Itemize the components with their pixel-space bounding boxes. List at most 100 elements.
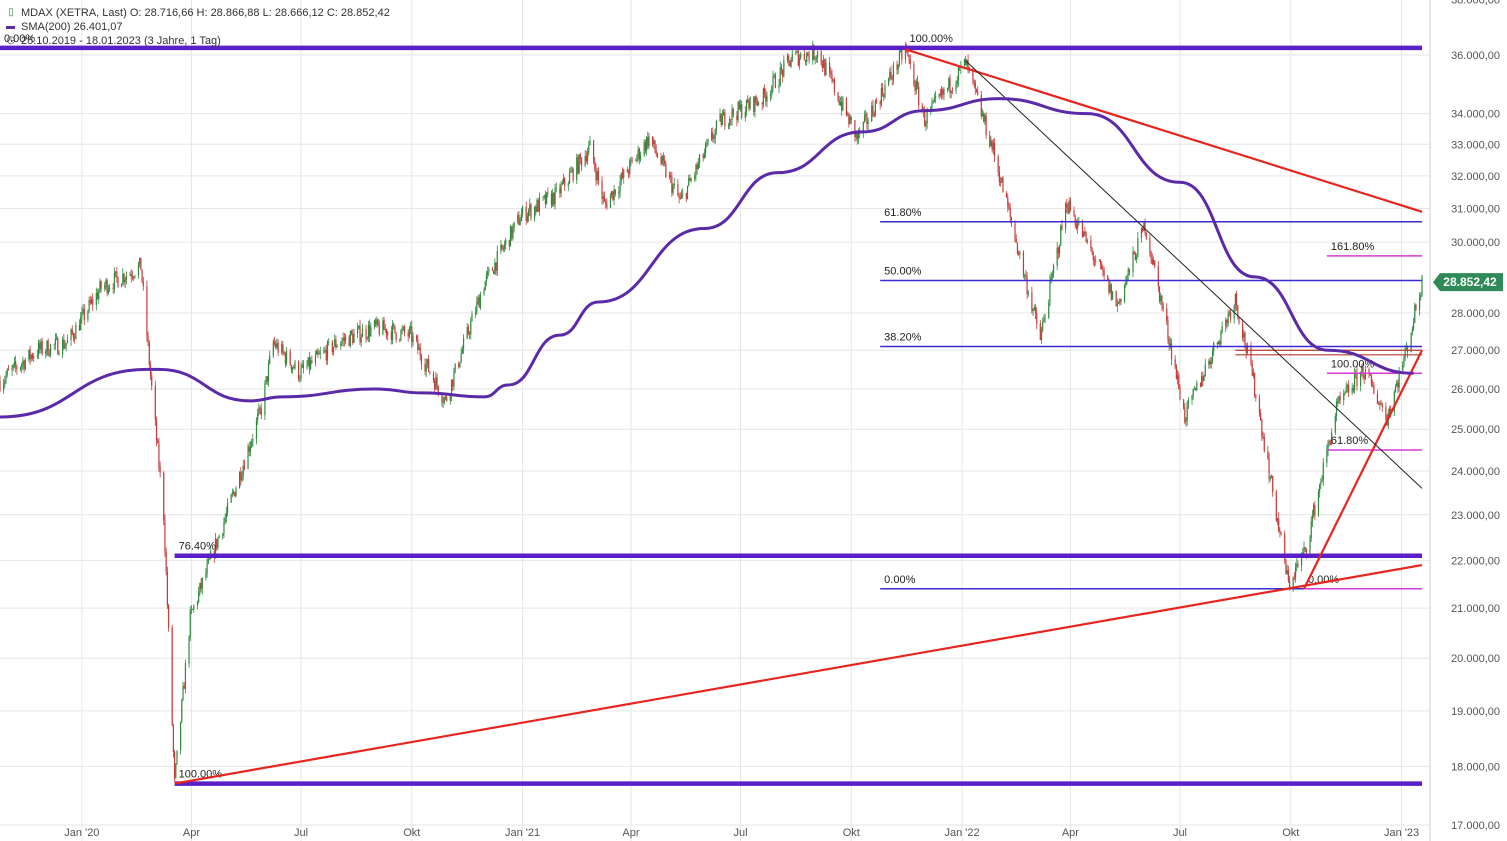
close-label: C: xyxy=(326,7,338,19)
candle-body xyxy=(831,74,833,81)
candle-body xyxy=(1394,386,1397,393)
candle-body xyxy=(1140,228,1143,238)
candle-body xyxy=(984,115,986,122)
candle-body xyxy=(1101,263,1103,270)
candle-body xyxy=(1263,436,1265,452)
candle-body xyxy=(1234,294,1236,306)
candle-body xyxy=(815,57,817,59)
candle-body xyxy=(1327,441,1329,451)
candle-body xyxy=(1103,270,1105,276)
candle-body xyxy=(1018,253,1020,255)
candle-body xyxy=(753,97,755,112)
candle-body xyxy=(487,270,489,275)
candle-body xyxy=(1251,364,1253,376)
candle-body xyxy=(242,465,244,476)
candle-body xyxy=(875,100,878,103)
candle-body xyxy=(542,196,544,198)
candle-body xyxy=(940,89,943,96)
candle-body xyxy=(112,287,114,290)
candle-body xyxy=(1048,303,1050,318)
candle-body xyxy=(105,280,107,286)
candle-body xyxy=(1162,305,1164,309)
candle-body xyxy=(1060,225,1062,246)
candle-body xyxy=(285,351,288,364)
y-tick-label: 20.000,00 xyxy=(1451,653,1500,665)
candle-body xyxy=(925,123,927,127)
candle-body xyxy=(1328,441,1330,443)
candle-body xyxy=(1111,291,1114,300)
candle-body xyxy=(198,591,200,602)
candle-body xyxy=(1137,237,1139,258)
fib-level-label: 50.00% xyxy=(884,265,922,277)
candle-body xyxy=(1245,345,1247,353)
x-tick-label: Apr xyxy=(1062,827,1079,839)
candle-body xyxy=(208,558,211,560)
candle-body xyxy=(1179,388,1181,400)
date-range: 25.10.2019 - 18.01.2023 xyxy=(21,35,141,47)
candle-body xyxy=(932,100,934,104)
candle-body xyxy=(1217,341,1220,345)
candle-body xyxy=(695,164,697,176)
candle-body xyxy=(1077,223,1079,229)
candle-body xyxy=(1303,547,1305,553)
candle-body xyxy=(1380,403,1382,405)
candle-body xyxy=(1272,475,1274,492)
candle-body xyxy=(1345,387,1347,393)
candle-body xyxy=(353,333,355,344)
candle-body xyxy=(72,333,75,338)
fib-level-label: 76.40% xyxy=(179,541,217,553)
candle-body xyxy=(265,376,267,384)
candle-body xyxy=(1211,351,1214,362)
candle-body xyxy=(359,325,361,343)
candle-body xyxy=(825,62,827,76)
candle-body xyxy=(1032,309,1034,311)
candle-body xyxy=(897,64,899,70)
candle-body xyxy=(898,51,901,65)
candle-body xyxy=(821,63,823,68)
candle-body xyxy=(1176,375,1179,379)
candle-body xyxy=(502,248,504,250)
candle-body xyxy=(241,475,243,481)
candle-body xyxy=(394,325,396,333)
candle-body xyxy=(1081,222,1084,237)
candle-body xyxy=(1296,563,1298,567)
candle-body xyxy=(383,320,385,331)
candle-body xyxy=(1078,222,1080,224)
candle-body xyxy=(519,221,521,225)
candle-body xyxy=(65,343,67,346)
candle-body xyxy=(1317,491,1320,516)
candle-body xyxy=(1304,547,1306,549)
candle-body xyxy=(1125,281,1127,286)
candle-body xyxy=(205,573,207,578)
candle-body xyxy=(559,187,561,194)
candle-body xyxy=(804,59,807,62)
candle-body xyxy=(199,582,201,592)
candle-body xyxy=(1185,420,1187,423)
candle-body xyxy=(1252,372,1255,376)
candle-body xyxy=(889,71,891,79)
candle-body xyxy=(450,379,453,396)
candle-body xyxy=(963,58,966,66)
candle-body xyxy=(672,185,674,193)
candle-body xyxy=(159,467,161,473)
candle-body xyxy=(570,171,572,173)
candle-body xyxy=(662,156,665,161)
candle-body xyxy=(459,362,461,367)
candle-body xyxy=(1314,504,1316,516)
candle-body xyxy=(985,115,987,136)
candle-body xyxy=(645,137,648,151)
candle-body xyxy=(921,104,923,112)
candle-body xyxy=(1016,242,1019,254)
candle-body xyxy=(454,363,456,372)
candle-body xyxy=(373,320,376,327)
candle-body xyxy=(289,351,291,365)
candle-body xyxy=(738,101,740,110)
candle-body xyxy=(1007,197,1009,207)
candle-body xyxy=(585,155,587,162)
candle-body xyxy=(620,173,622,181)
candle-body xyxy=(991,140,993,150)
candle-body xyxy=(184,663,187,689)
candle-body xyxy=(1182,399,1185,408)
candle-body xyxy=(16,366,18,370)
